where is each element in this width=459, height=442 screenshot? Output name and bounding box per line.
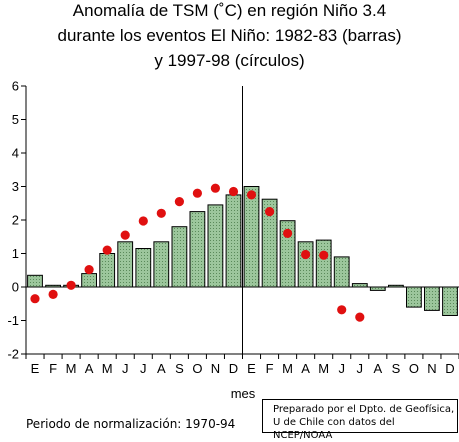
x-tick-label: F: [266, 361, 274, 376]
x-tick-label: M: [282, 361, 293, 376]
circle-0: [30, 294, 40, 304]
circle-9: [192, 188, 202, 198]
circle-10: [210, 183, 220, 193]
circles-series-1997-98: [30, 183, 365, 322]
circle-4: [102, 245, 112, 255]
x-tick-label: O: [192, 361, 202, 376]
circle-17: [337, 305, 347, 315]
circle-16: [319, 250, 329, 260]
x-tick-label: J: [122, 361, 129, 376]
bar-0: [27, 274, 43, 288]
x-tick-label: M: [66, 361, 77, 376]
x-tick-label: A: [85, 361, 94, 376]
x-tick-label: A: [373, 361, 382, 376]
circle-11: [228, 186, 239, 197]
y-tick-label: 0: [12, 280, 19, 295]
bar-23: [442, 286, 458, 316]
bar-7: [153, 241, 170, 288]
y-tick-label: 2: [12, 213, 19, 228]
circle-2: [66, 280, 76, 290]
x-tick-label: J: [338, 361, 345, 376]
bar-5: [117, 241, 134, 288]
credit-line-2: U de Chile con datos del NCEP/NOAA: [273, 417, 395, 441]
bar-22: [424, 286, 440, 311]
bar-16: [315, 239, 332, 288]
bar-15: [297, 241, 314, 288]
x-tick-label: S: [392, 361, 401, 376]
circle-8: [174, 197, 184, 207]
y-tick-label: 3: [12, 179, 19, 194]
x-tick-label: A: [157, 361, 166, 376]
bar-19: [369, 286, 386, 291]
circle-7: [156, 208, 166, 218]
circle-18: [355, 312, 365, 322]
bar-18: [351, 283, 368, 288]
bar-21: [406, 286, 422, 308]
chart-title-line-3: y 1997-98 (círculos): [154, 51, 305, 70]
y-tick-label: 4: [12, 146, 19, 161]
x-axis-label: mes: [231, 386, 256, 401]
x-tick-label: F: [49, 361, 57, 376]
bar-9: [189, 211, 206, 288]
circle-3: [84, 265, 94, 275]
y-tick-label: -1: [7, 313, 19, 328]
x-tick-label: A: [301, 361, 310, 376]
bar-10: [207, 204, 224, 288]
circle-13: [265, 207, 275, 217]
circle-15: [301, 249, 311, 260]
x-tick-label: N: [427, 361, 436, 376]
bar-8: [171, 226, 188, 288]
circle-6: [138, 216, 148, 226]
x-tick-label: J: [357, 361, 364, 376]
bar-12: [243, 186, 260, 288]
bar-11: [225, 194, 242, 288]
bar-4: [99, 253, 116, 288]
y-tick-label: -2: [7, 347, 19, 362]
chart-axes: [21, 85, 459, 359]
x-tick-label: S: [175, 361, 184, 376]
y-tick-label: 1: [12, 246, 19, 261]
chart-title-line-2: durante los eventos El Niño: 1982-83 (ba…: [57, 26, 402, 45]
x-tick-label: D: [445, 361, 454, 376]
credit-line-1: Preparado por el Dpto. de Geofísica,: [273, 404, 455, 415]
x-tick-label: D: [229, 361, 238, 376]
x-tick-label: O: [409, 361, 419, 376]
x-tick-label: N: [211, 361, 220, 376]
bar-17: [333, 256, 350, 288]
x-tick-label: M: [102, 361, 113, 376]
chart-title-line-1: Anomalía de TSM (˚C) en región Niño 3.4: [72, 1, 387, 20]
circle-12: [246, 190, 257, 200]
circle-1: [48, 289, 58, 299]
normalization-footnote: Periodo de normalización: 1970-94: [26, 417, 236, 431]
y-tick-label: 6: [12, 79, 19, 94]
x-tick-label: J: [140, 361, 147, 376]
circle-14: [283, 228, 293, 238]
x-tick-label: E: [31, 361, 40, 376]
bar-3: [81, 273, 97, 288]
credit-box: Preparado por el Dpto. de Geofísica, U d…: [262, 399, 458, 441]
bar-6: [135, 248, 152, 288]
y-tick-label: 5: [12, 112, 19, 127]
x-tick-label: E: [247, 361, 256, 376]
x-tick-label: M: [318, 361, 329, 376]
circle-5: [120, 230, 130, 240]
